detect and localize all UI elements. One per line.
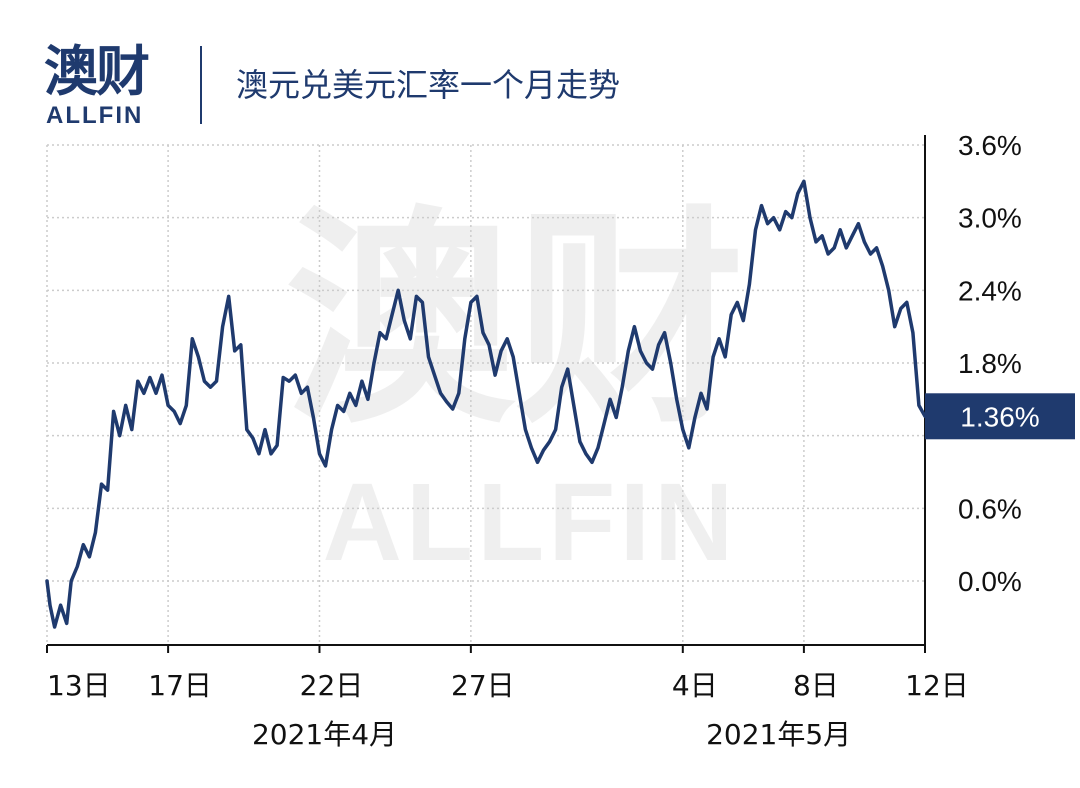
y-tick-label-1: 0.6% <box>958 493 1022 524</box>
y-axis-labels: 0.0% 0.6% 1.8% 2.4% 3.0% 3.6% <box>958 130 1022 597</box>
x-tick-label-1: 17日 <box>148 669 212 702</box>
y-tick-label-5: 3.0% <box>958 203 1022 234</box>
logo-english: ALLFIN <box>46 102 144 129</box>
x-tick-label-6: 12日 <box>905 669 969 702</box>
x-tick-label-4: 4日 <box>672 669 718 702</box>
x-tick-label-2: 22日 <box>300 669 364 702</box>
last-value-badge: 1.36% <box>925 393 1075 440</box>
logo-chinese: 澳财 <box>44 40 150 103</box>
y-tick-label-6: 3.6% <box>958 130 1022 161</box>
watermark-english: ALLFIN <box>322 461 737 584</box>
axes <box>46 135 926 653</box>
y-tick-label-4: 2.4% <box>958 275 1022 306</box>
x-tick-label-3: 27日 <box>451 669 515 702</box>
month-labels: 2021年4月 2021年5月 <box>252 718 851 751</box>
y-tick-label-3: 1.8% <box>958 348 1022 379</box>
month-label-1: 2021年5月 <box>706 718 851 751</box>
x-axis-labels: 13日 17日 22日 27日 4日 8日 12日 <box>47 669 969 702</box>
header-divider <box>200 46 202 124</box>
last-value-badge-text: 1.36% <box>960 401 1039 432</box>
chart-title: 澳元兑美元汇率一个月走势 <box>236 66 621 104</box>
series-line-0 <box>45 179 927 629</box>
watermark-chinese: 澳财 <box>285 188 745 455</box>
month-label-0: 2021年4月 <box>252 718 397 751</box>
series-layer <box>45 179 927 629</box>
watermark: 澳财 ALLFIN <box>285 188 745 584</box>
x-tick-label-5: 8日 <box>793 669 839 702</box>
x-tick-label-0: 13日 <box>47 669 111 702</box>
brand-logo: 澳财 ALLFIN <box>44 40 164 130</box>
y-tick-label-0: 0.0% <box>958 566 1022 597</box>
last-value-badge-box <box>925 393 1075 440</box>
